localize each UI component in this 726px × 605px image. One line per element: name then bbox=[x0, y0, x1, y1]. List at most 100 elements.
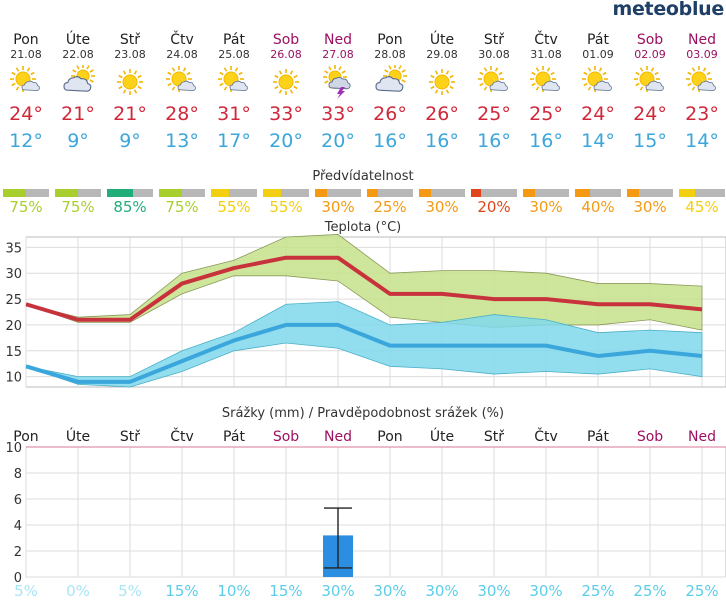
temp-max: 21° bbox=[61, 103, 95, 125]
day-date: 02.09 bbox=[634, 48, 666, 61]
precipitation-probability: 10% bbox=[217, 582, 250, 600]
precipitation-day-label: Pon bbox=[13, 429, 38, 445]
day-name: Pát bbox=[587, 32, 609, 48]
precipitation-day-label: Čtv bbox=[534, 427, 558, 445]
precipitation-probability: 30% bbox=[529, 582, 562, 600]
day-column: Ned 03.09 23° 14° bbox=[676, 32, 726, 152]
temp-max: 23° bbox=[685, 103, 719, 125]
predictability-value: 85% bbox=[113, 198, 147, 216]
day-name: Pon bbox=[13, 32, 39, 48]
temp-max: 24° bbox=[581, 103, 615, 125]
precipitation-y-tick: 2 bbox=[14, 545, 22, 560]
predictability-bar bbox=[627, 189, 673, 197]
temp-max: 25° bbox=[477, 103, 511, 125]
predictability-bar bbox=[211, 189, 257, 197]
temp-max: 28° bbox=[165, 103, 199, 125]
day-column: Pon 28.08 26° 16° bbox=[364, 32, 416, 152]
sun-cloud-icon bbox=[156, 65, 208, 99]
day-name: Pát bbox=[223, 32, 245, 48]
precipitation-day-label: Pát bbox=[223, 429, 245, 445]
predictability-value: 30% bbox=[633, 198, 667, 216]
day-name: Pon bbox=[377, 32, 403, 48]
temp-min: 16° bbox=[373, 130, 407, 152]
day-name: Stř bbox=[119, 32, 141, 48]
day-date: 29.08 bbox=[426, 48, 458, 61]
precipitation-day-label: Stř bbox=[120, 429, 140, 445]
temp-max: 26° bbox=[425, 103, 459, 125]
temp-min: 20° bbox=[321, 130, 355, 152]
temp-max: 33° bbox=[269, 103, 303, 125]
predictability-value: 55% bbox=[269, 198, 303, 216]
precipitation-probability: 0% bbox=[66, 582, 90, 600]
day-name: Sob bbox=[272, 32, 300, 48]
predictability-value: 75% bbox=[9, 198, 43, 216]
day-name: Čtv bbox=[534, 32, 558, 48]
predictability-value: 30% bbox=[321, 198, 355, 216]
precipitation-day-label: Pát bbox=[587, 429, 609, 445]
predictability-item: 75% bbox=[52, 189, 104, 216]
predictability-item: 25% bbox=[364, 189, 416, 216]
predictability-bar bbox=[679, 189, 725, 197]
precipitation-day-label: Sob bbox=[637, 429, 663, 445]
temp-max: 33° bbox=[321, 103, 355, 125]
day-date: 03.09 bbox=[686, 48, 718, 61]
day-name: Čtv bbox=[170, 32, 194, 48]
temp-min: 17° bbox=[217, 130, 251, 152]
sun-icon bbox=[104, 65, 156, 99]
predictability-bar bbox=[367, 189, 413, 197]
day-column: Čtv 24.08 28° 13° bbox=[156, 32, 208, 152]
sun-cloud-icon bbox=[208, 65, 260, 99]
cloud-sun-icon bbox=[364, 64, 416, 99]
predictability-bar bbox=[55, 189, 101, 197]
temperature-y-tick: 30 bbox=[5, 267, 22, 282]
day-date: 24.08 bbox=[166, 48, 198, 61]
sun-cloud-icon bbox=[468, 65, 520, 99]
temp-min: 20° bbox=[269, 130, 303, 152]
day-name: Stř bbox=[483, 32, 505, 48]
day-column: Ned 27.08 33° 20° bbox=[312, 32, 364, 152]
day-column: Čtv 31.08 25° 16° bbox=[520, 32, 572, 152]
sun-cloud-icon bbox=[0, 65, 52, 99]
predictability-item: 55% bbox=[260, 189, 312, 216]
day-date: 22.08 bbox=[62, 48, 94, 61]
day-date: 21.08 bbox=[10, 48, 42, 61]
predictability-value: 30% bbox=[529, 198, 563, 216]
predictability-item: 55% bbox=[208, 189, 260, 216]
predictability-value: 25% bbox=[373, 198, 407, 216]
min-temp-line bbox=[25, 322, 703, 384]
day-column: Pát 01.09 24° 14° bbox=[572, 32, 624, 152]
precipitation-probability: 25% bbox=[581, 582, 614, 600]
predictability-value: 40% bbox=[581, 198, 615, 216]
day-name: Úte bbox=[65, 32, 91, 48]
temperature-y-tick: 35 bbox=[5, 241, 22, 256]
predictability-value: 55% bbox=[217, 198, 251, 216]
precipitation-probability: 25% bbox=[633, 582, 666, 600]
sun-icon bbox=[260, 65, 312, 99]
precipitation-probability: 25% bbox=[685, 582, 718, 600]
day-date: 23.08 bbox=[114, 48, 146, 61]
temp-min: 12° bbox=[9, 130, 43, 152]
temperature-y-tick: 10 bbox=[5, 371, 22, 386]
day-date: 28.08 bbox=[374, 48, 406, 61]
predictability-item: 30% bbox=[520, 189, 572, 216]
cloud-sun-icon bbox=[52, 64, 104, 99]
day-column: Stř 23.08 21° 9° bbox=[104, 32, 156, 152]
day-name: Úte bbox=[429, 32, 455, 48]
precipitation-y-tick: 10 bbox=[5, 441, 22, 456]
sun-cloud-icon bbox=[676, 65, 726, 99]
day-column: Sob 02.09 24° 15° bbox=[624, 32, 676, 152]
temp-min: 14° bbox=[581, 130, 615, 152]
predictability-item: 75% bbox=[156, 189, 208, 216]
day-date: 31.08 bbox=[530, 48, 562, 61]
predictability-bar bbox=[471, 189, 517, 197]
temp-max: 21° bbox=[113, 103, 147, 125]
temp-max: 26° bbox=[373, 103, 407, 125]
daily-forecast-header: Pon 21.08 24° 12° Úte 22.08 21° 9° Stř 23.08 21° 9°… bbox=[0, 0, 726, 168]
thunderstorm-icon bbox=[312, 65, 364, 99]
precipitation-day-label: Pon bbox=[377, 429, 402, 445]
predictability-value: 30% bbox=[425, 198, 459, 216]
predictability-bar bbox=[263, 189, 309, 197]
day-column: Pát 25.08 31° 17° bbox=[208, 32, 260, 152]
precipitation-day-label: Úte bbox=[430, 427, 454, 445]
